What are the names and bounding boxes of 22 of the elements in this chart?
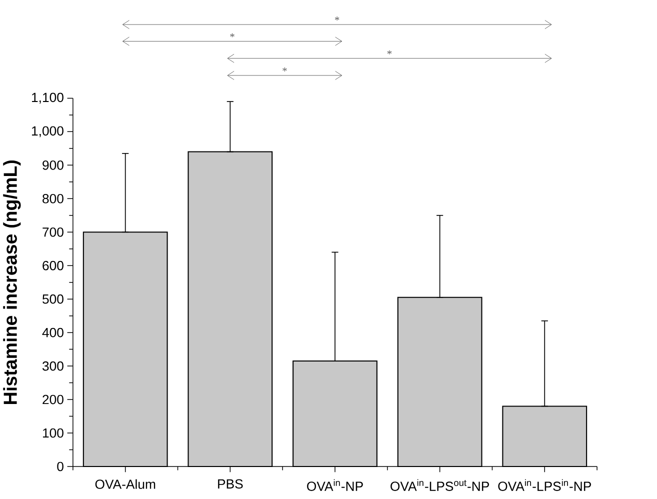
y-tick-label: 0 [57,462,64,472]
y-tick-label: 500 [42,294,64,304]
x-tick-label: OVA$^{in}$-LPS$^{in}$-NP [498,479,591,492]
y-tick-label: 800 [42,194,64,204]
x-tick-label: OVA$^{in}$-LPS$^{out}$-NP [390,479,489,492]
y-tick-label: 200 [42,395,64,404]
y-tick-label: 1,000 [32,126,64,138]
y-tick-label: 700 [42,228,64,237]
x-tick-label: OVA-Alum [95,479,156,490]
y-tick-label: 900 [42,160,64,170]
text: * [335,16,340,21]
text: * [387,50,392,54]
y-tick-label: 600 [42,261,64,270]
y-axis-title: Histamine increase (ng/mL) [3,160,21,404]
text: * [230,34,234,38]
y-tick-label: 400 [42,328,64,338]
y-tick-label: 300 [42,362,64,371]
x-tick-label: OVA$^{in}$-NP [307,479,363,492]
text: * [282,68,287,72]
x-tick-label: PBS [218,479,243,489]
y-tick-label: 100 [42,428,64,438]
y-tick-label: 1,100 [32,92,64,104]
